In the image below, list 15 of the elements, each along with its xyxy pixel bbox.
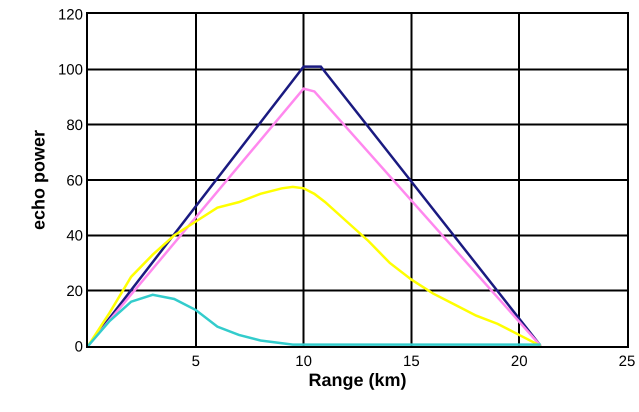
y-tick-label: 0 xyxy=(74,338,83,356)
y-tick-label: 20 xyxy=(66,282,83,300)
y-tick-label: 40 xyxy=(66,228,83,245)
x-tick-label: 10 xyxy=(295,353,312,370)
x-tick-label: 5 xyxy=(192,353,200,370)
x-tick-label: 20 xyxy=(510,353,528,370)
x-tick-label: 15 xyxy=(403,353,420,370)
y-tick-label: 80 xyxy=(66,116,83,134)
line-series xyxy=(88,294,542,346)
y-tick-label: 60 xyxy=(66,172,83,190)
x-tick-label: 25 xyxy=(618,353,636,370)
y-tick-label: 100 xyxy=(58,62,83,79)
y-axis-title: echo power xyxy=(28,130,49,230)
x-axis-title: Range (km) xyxy=(308,370,407,390)
y-tick-label: 120 xyxy=(58,6,83,24)
